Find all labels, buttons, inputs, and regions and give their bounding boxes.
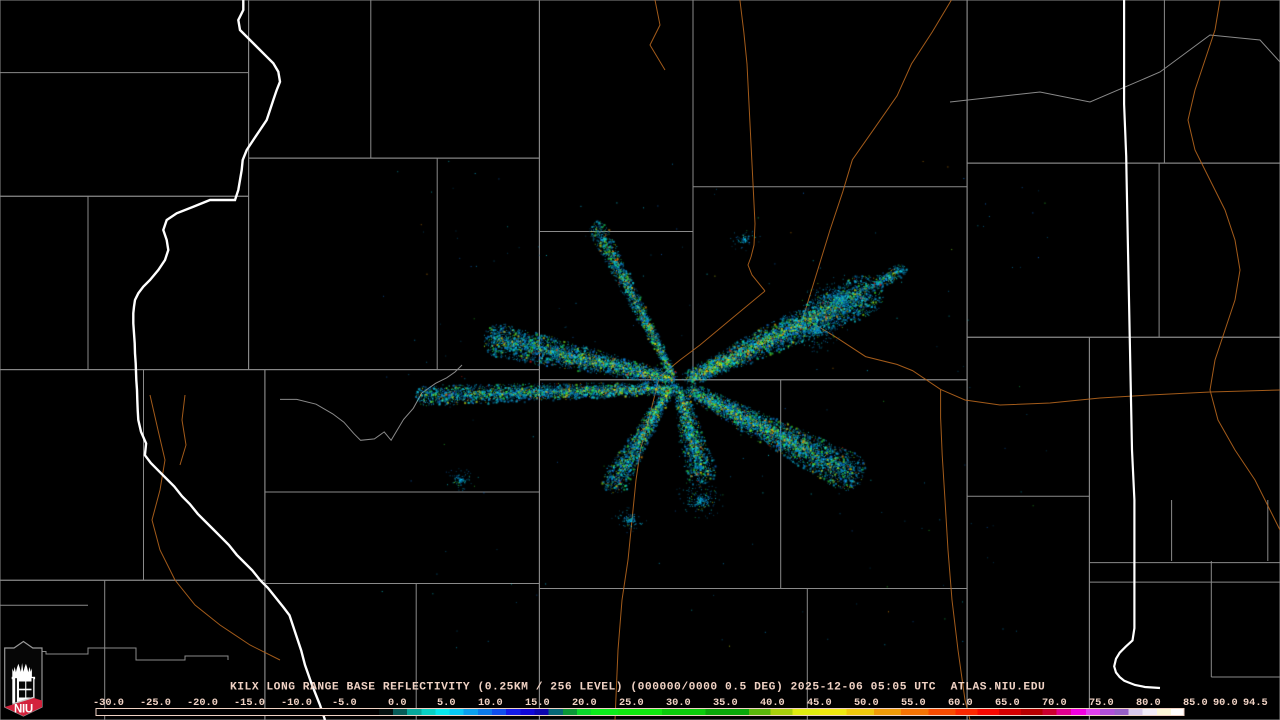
svg-text:20.0: 20.0: [572, 697, 597, 709]
svg-text:65.0: 65.0: [995, 697, 1020, 709]
svg-text:50.0: 50.0: [854, 697, 879, 709]
svg-text:KILX LONG RANGE BASE REFLECTIV: KILX LONG RANGE BASE REFLECTIVITY (0.25K…: [230, 682, 1045, 694]
svg-text:55.0: 55.0: [901, 697, 926, 709]
svg-text:90.0: 90.0: [1213, 697, 1238, 709]
svg-text:15.0: 15.0: [525, 697, 550, 709]
svg-text:25.0: 25.0: [619, 697, 644, 709]
svg-text:-20.0: -20.0: [187, 697, 218, 709]
svg-text:60.0: 60.0: [948, 697, 973, 709]
svg-text:5.0: 5.0: [437, 697, 456, 709]
svg-text:-25.0: -25.0: [140, 697, 171, 709]
svg-text:0.0: 0.0: [388, 697, 407, 709]
svg-text:NIU: NIU: [14, 703, 33, 715]
svg-text:80.0: 80.0: [1136, 697, 1161, 709]
svg-text:30.0: 30.0: [666, 697, 691, 709]
svg-text:-30.0: -30.0: [93, 697, 124, 709]
svg-text:45.0: 45.0: [807, 697, 832, 709]
svg-text:85.0: 85.0: [1183, 697, 1208, 709]
svg-text:75.0: 75.0: [1089, 697, 1114, 709]
svg-text:-10.0: -10.0: [281, 697, 312, 709]
svg-text:-15.0: -15.0: [234, 697, 265, 709]
svg-text:40.0: 40.0: [760, 697, 785, 709]
svg-text:35.0: 35.0: [713, 697, 738, 709]
svg-text:70.0: 70.0: [1042, 697, 1067, 709]
svg-text:-5.0: -5.0: [332, 697, 357, 709]
svg-text:10.0: 10.0: [478, 697, 503, 709]
svg-text:94.5: 94.5: [1243, 697, 1268, 709]
